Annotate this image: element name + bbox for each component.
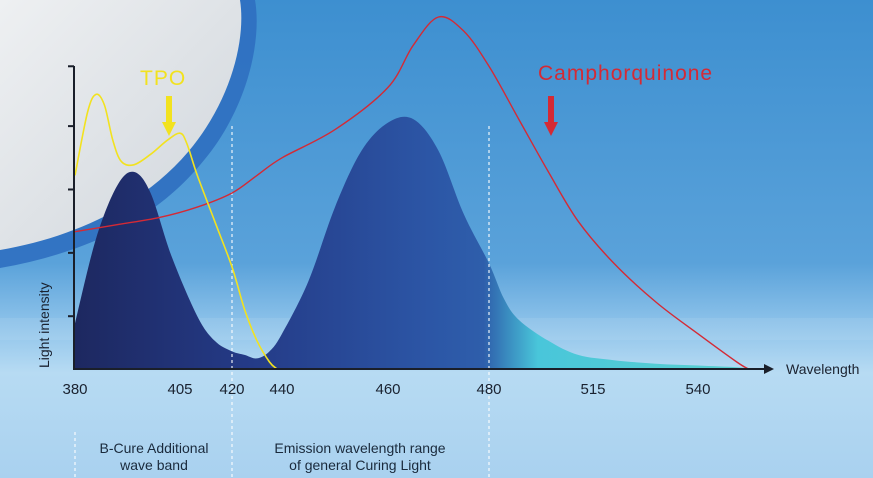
band-note-general-line2: of general Curing Light	[289, 457, 431, 473]
x-tick-label-420: 420	[219, 381, 244, 398]
x-tick-label-405: 405	[167, 381, 192, 398]
tpo-label: TPO	[140, 67, 186, 90]
y-axis-title: Light intensity	[36, 282, 52, 368]
camphorquinone-curve	[74, 15, 749, 370]
x-axis-arrow-icon	[764, 364, 774, 374]
x-tick-label-440: 440	[269, 381, 294, 398]
tpo-arrow-icon	[162, 96, 176, 136]
x-tick-label-515: 515	[580, 381, 605, 398]
tpo-curve	[74, 93, 278, 370]
camphorquinone-arrow-icon	[544, 96, 558, 136]
x-tick-label-380: 380	[62, 381, 87, 398]
lens-shape	[0, 0, 242, 250]
x-axis-title: Wavelength	[786, 361, 859, 377]
x-tick-label-480: 480	[476, 381, 501, 398]
x-tick-label-540: 540	[685, 381, 710, 398]
band-note-general-line1: Emission wavelength range	[274, 440, 445, 456]
band-note-additional-line1: B-Cure Additional	[100, 440, 209, 456]
camphorquinone-label: Camphorquinone	[538, 62, 713, 85]
band-note-additional-line2: wave band	[119, 457, 188, 473]
emission-area	[75, 116, 757, 369]
x-tick-label-460: 460	[375, 381, 400, 398]
